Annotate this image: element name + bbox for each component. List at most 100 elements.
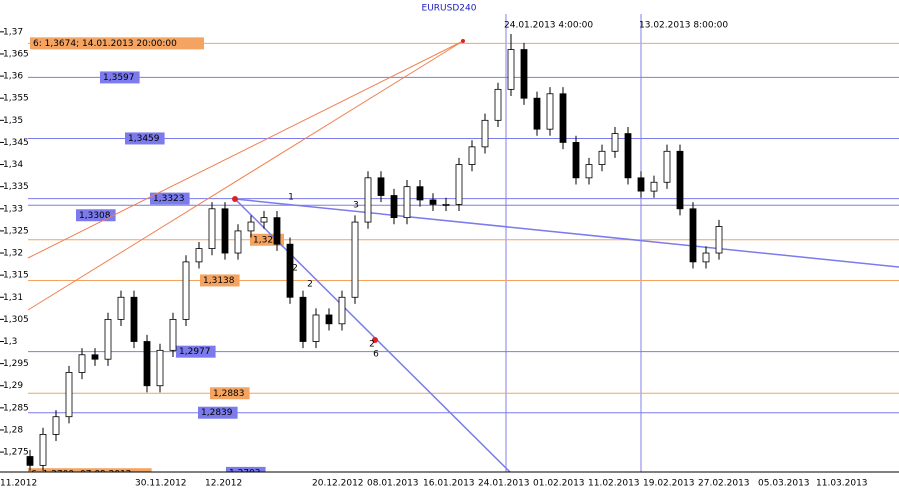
candle-body — [169, 318, 177, 351]
y-tick-label: 1,31 — [3, 293, 23, 303]
x-tick-label: 11.02.2013 — [588, 479, 640, 489]
level-label-box — [200, 274, 240, 287]
candle-body — [624, 133, 632, 179]
vertical-line-label: 24.01.2013 4:00:00 — [504, 21, 593, 31]
candle-body — [429, 199, 437, 205]
candle-body — [390, 195, 398, 219]
candle-body — [494, 88, 502, 121]
candle-body — [325, 314, 333, 325]
x-tick-label: 19.02.2013 — [643, 479, 695, 489]
level-label: 1,323 — [253, 235, 279, 245]
candle-body — [273, 217, 281, 245]
annotation: 2 — [307, 280, 313, 290]
y-tick-label: 1,295 — [3, 359, 29, 369]
level-label: 1,2883 — [213, 389, 245, 399]
level-label-box — [100, 71, 140, 84]
y-tick-label: 1,29 — [3, 381, 23, 391]
annotation: 1 — [288, 193, 294, 203]
y-tick-label: 1,36 — [3, 72, 23, 82]
level-label-box — [30, 37, 204, 50]
candle-body — [598, 150, 606, 165]
y-tick-label: 1,28 — [3, 425, 23, 435]
trend-line — [27, 40, 464, 259]
y-tick-label: 1,32 — [3, 249, 23, 259]
chart-title: EURUSD240 — [422, 4, 477, 14]
candle-body — [39, 433, 47, 466]
y-tick-label: 1,275 — [3, 448, 29, 458]
level-label: 1,3323 — [153, 194, 185, 204]
candle-body — [611, 133, 619, 152]
candle-body — [637, 177, 645, 192]
candle-body — [299, 296, 307, 342]
candle-body — [559, 93, 567, 143]
x-tick-label: 11.2012 — [0, 479, 37, 489]
level-label: 1,2977 — [179, 347, 211, 357]
anchor-point — [232, 196, 238, 202]
y-tick-label: 1,305 — [3, 315, 29, 325]
x-tick-label: 08.01.2013 — [367, 479, 419, 489]
trend-line — [234, 198, 899, 268]
x-tick-label: 30.11.2012 — [135, 479, 187, 489]
candle-body — [221, 208, 229, 254]
candle-body — [130, 296, 138, 342]
candle-body — [26, 456, 34, 466]
level-label: 1,3308 — [79, 211, 111, 221]
candle-body — [351, 221, 359, 298]
candle-body — [702, 252, 710, 263]
candle-body — [650, 181, 658, 192]
y-tick-label: 1,315 — [3, 271, 29, 281]
candle-body — [663, 150, 671, 183]
level-label-box — [125, 132, 165, 145]
candle-body — [416, 186, 424, 201]
annotation: 2 — [292, 264, 298, 274]
x-tick-label: 01.02.2013 — [533, 479, 585, 489]
level-label: 1,3138 — [203, 276, 235, 286]
candle-body — [689, 208, 697, 263]
level-label-box — [210, 387, 250, 400]
candle-body — [234, 230, 242, 254]
level-label-box — [150, 192, 190, 205]
level-label-box — [176, 345, 216, 358]
candle-body — [481, 119, 489, 148]
x-tick-label: 12.2012 — [205, 479, 242, 489]
candle-body — [195, 248, 203, 263]
y-tick-label: 1,335 — [3, 182, 29, 192]
candle-body — [546, 93, 554, 130]
y-tick-label: 1,325 — [3, 226, 29, 236]
y-tick-label: 1,345 — [3, 138, 29, 148]
candle-body — [312, 314, 320, 342]
candle-body — [585, 164, 593, 179]
candle-body — [455, 164, 463, 205]
level-label: 6: 1,3674; 14.01.2013 20:00:00 — [33, 39, 177, 49]
candle-body — [156, 349, 164, 387]
y-tick-label: 1,35 — [3, 116, 23, 126]
candle-body — [208, 208, 216, 250]
y-tick-label: 1,365 — [3, 49, 29, 59]
candle-body — [676, 150, 684, 210]
candle-body — [715, 226, 723, 254]
annotation: 2 — [369, 340, 375, 350]
candle-body — [78, 354, 86, 373]
trend-line — [27, 40, 464, 311]
candle-body — [403, 186, 411, 219]
candle-body — [533, 97, 541, 130]
level-label-box — [198, 406, 238, 419]
x-tick-label: 27.02.2013 — [698, 479, 750, 489]
vertical-line-label: 13.02.2013 8:00:00 — [639, 21, 728, 31]
y-tick-label: 1,285 — [3, 403, 29, 413]
candle-body — [468, 146, 476, 165]
x-axis-strip — [0, 472, 899, 490]
x-tick-label: 05.03.2013 — [758, 479, 810, 489]
candle-body — [247, 221, 255, 232]
annotation: 3 — [353, 201, 359, 211]
level-label: 1,3459 — [128, 134, 160, 144]
level-label: 1,3597 — [103, 73, 135, 83]
y-tick-label: 1,3 — [3, 337, 17, 347]
candle-body — [182, 261, 190, 320]
candle-body — [143, 341, 151, 387]
candle-body — [65, 372, 73, 418]
candle-body — [572, 142, 580, 179]
candle-body — [286, 243, 294, 298]
trend-line — [234, 198, 511, 473]
